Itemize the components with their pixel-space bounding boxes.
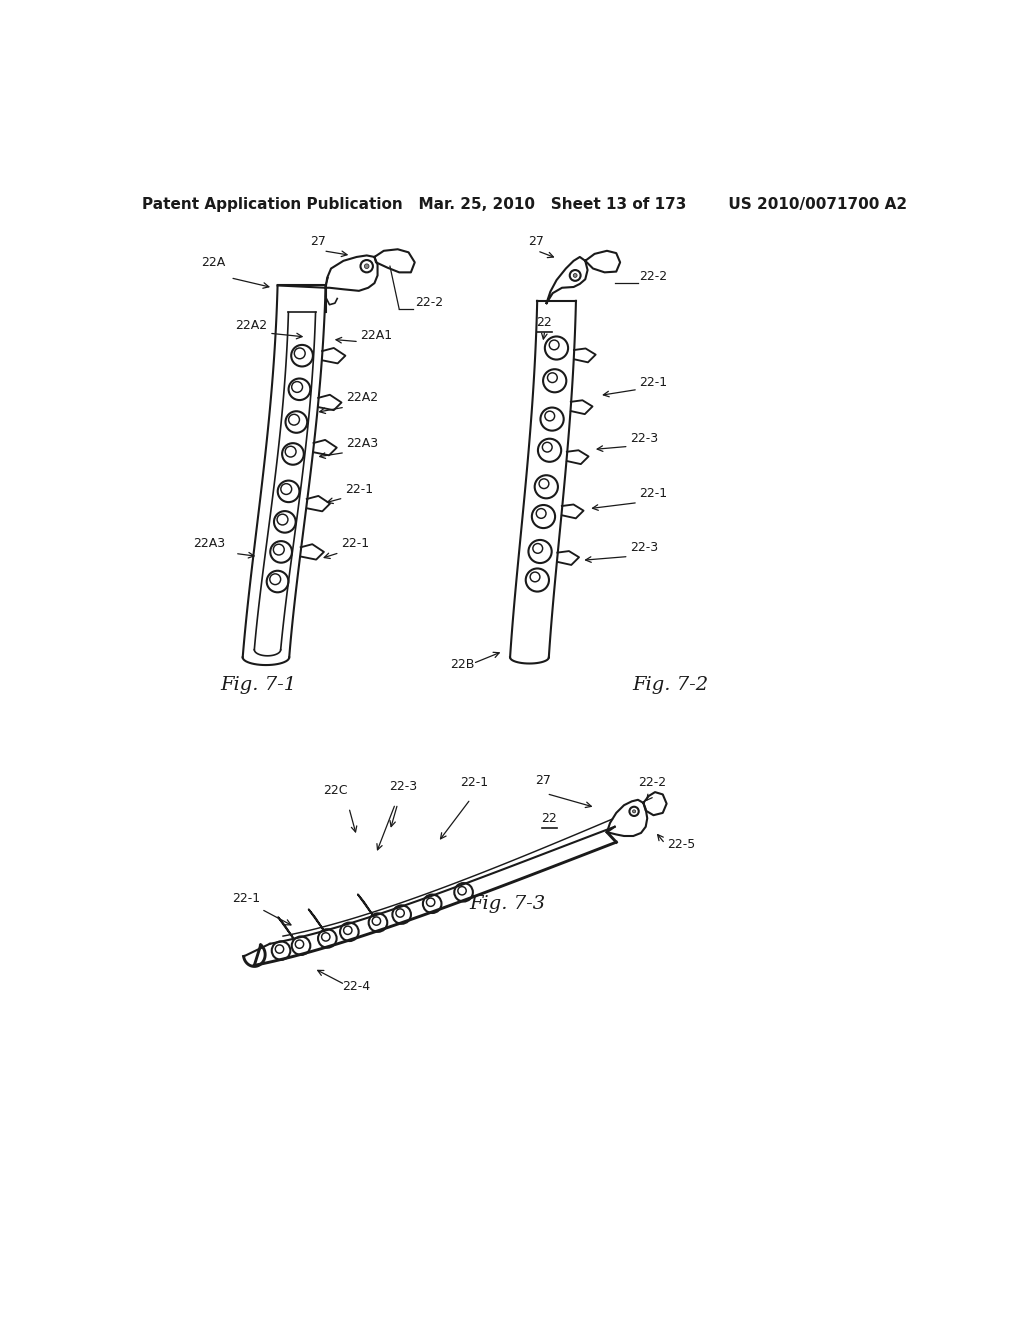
Text: 22-1: 22-1 — [341, 537, 370, 550]
Text: 22-2: 22-2 — [415, 296, 442, 309]
Text: 22-4: 22-4 — [343, 979, 371, 993]
Text: 22-2: 22-2 — [640, 271, 668, 282]
Circle shape — [633, 810, 636, 813]
Text: 22-3: 22-3 — [630, 541, 658, 554]
Text: 22A1: 22A1 — [360, 330, 392, 342]
Text: 22-1: 22-1 — [461, 776, 488, 789]
Text: Patent Application Publication   Mar. 25, 2010   Sheet 13 of 173        US 2010/: Patent Application Publication Mar. 25, … — [142, 197, 907, 213]
Text: 22-2: 22-2 — [638, 776, 666, 789]
Text: 27: 27 — [535, 774, 551, 787]
Text: 22A3: 22A3 — [194, 537, 225, 550]
Text: 22-3: 22-3 — [630, 432, 658, 445]
Text: Fig. 7-2: Fig. 7-2 — [633, 676, 709, 694]
Text: 27: 27 — [310, 235, 326, 248]
Text: 22B: 22B — [451, 659, 475, 671]
Text: 22A2: 22A2 — [236, 319, 267, 333]
Text: 22A: 22A — [201, 256, 225, 269]
Text: 22: 22 — [541, 812, 557, 825]
Text: 22-3: 22-3 — [389, 780, 417, 793]
Text: 22A2: 22A2 — [346, 391, 379, 404]
Circle shape — [365, 264, 369, 268]
Text: 27: 27 — [528, 235, 545, 248]
Text: 22: 22 — [537, 317, 552, 329]
Text: Fig. 7-1: Fig. 7-1 — [220, 676, 296, 694]
Text: 22-1: 22-1 — [231, 892, 260, 906]
Text: 22-5: 22-5 — [667, 838, 695, 850]
Circle shape — [573, 273, 578, 277]
Text: Fig. 7-3: Fig. 7-3 — [470, 895, 546, 913]
Text: 22-1: 22-1 — [640, 376, 668, 388]
Text: 22-1: 22-1 — [640, 487, 668, 500]
Text: 22A3: 22A3 — [346, 437, 379, 450]
Text: 22-1: 22-1 — [345, 483, 373, 496]
Text: 22C: 22C — [324, 784, 348, 797]
